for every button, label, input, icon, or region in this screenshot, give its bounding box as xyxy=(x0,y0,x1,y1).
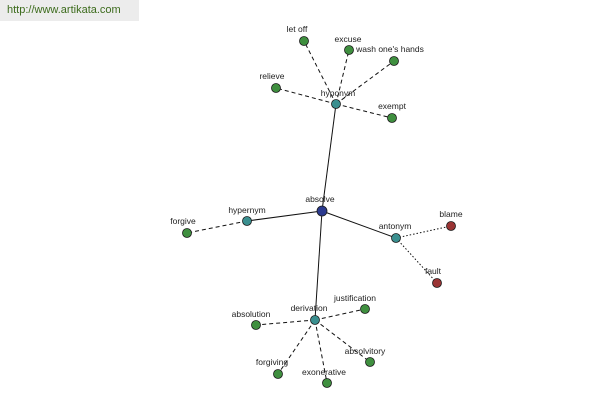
node-antonym[interactable] xyxy=(391,233,401,243)
label-fault: fault xyxy=(425,266,442,276)
node-forgive[interactable] xyxy=(182,228,192,238)
edge-antonym-blame xyxy=(395,225,452,239)
label-absolvitory: absolvitory xyxy=(345,346,386,356)
node-absolvitory[interactable] xyxy=(365,357,375,367)
node-excuse[interactable] xyxy=(344,45,354,55)
label-hyponym: hyponym xyxy=(321,88,356,98)
label-forgive: forgive xyxy=(170,216,196,226)
url-banner[interactable]: http://www.artikata.com xyxy=(0,0,139,21)
edge-derivation-absolution xyxy=(255,319,316,326)
node-blame[interactable] xyxy=(446,221,456,231)
edge-hyponym-exempt xyxy=(335,103,393,119)
edge-hyponym-excuse xyxy=(335,49,350,105)
label-forgiving: forgiving xyxy=(256,357,288,367)
edge-absolve-hyponym xyxy=(321,103,337,212)
edge-absolve-antonym xyxy=(321,210,397,239)
node-exempt[interactable] xyxy=(387,113,397,123)
label-absolution: absolution xyxy=(232,309,271,319)
edge-derivation-justification xyxy=(314,308,366,321)
node-absolution[interactable] xyxy=(251,320,261,330)
node-exonerative[interactable] xyxy=(322,378,332,388)
label-blame: blame xyxy=(439,209,462,219)
label-justification: justification xyxy=(333,293,376,303)
node-absolve[interactable] xyxy=(316,205,328,217)
edge-derivation-absolvitory xyxy=(314,319,371,363)
edge-hyponym-wash-ones-hands xyxy=(335,60,395,105)
node-let-off[interactable] xyxy=(299,36,309,46)
nodes xyxy=(182,36,456,388)
node-forgiving[interactable] xyxy=(273,369,283,379)
label-antonym: antonym xyxy=(379,221,412,231)
edge-hyponym-let-off xyxy=(303,40,337,105)
node-wash-ones-hands[interactable] xyxy=(389,56,399,66)
edge-derivation-forgiving xyxy=(277,319,316,375)
label-let-off: let off xyxy=(287,24,308,34)
edge-hypernym-forgive xyxy=(186,220,248,234)
node-hypernym[interactable] xyxy=(242,216,252,226)
edge-derivation-exonerative xyxy=(314,319,328,384)
label-exonerative: exonerative xyxy=(302,367,346,377)
label-wash-ones-hands: wash one's hands xyxy=(355,44,424,54)
edge-absolve-derivation xyxy=(314,210,323,321)
label-relieve: relieve xyxy=(259,71,284,81)
node-justification[interactable] xyxy=(360,304,370,314)
node-hyponym[interactable] xyxy=(331,99,341,109)
label-hypernym: hypernym xyxy=(228,205,265,215)
edge-absolve-hypernym xyxy=(246,210,323,222)
label-absolve: absolve xyxy=(305,194,335,204)
node-relieve[interactable] xyxy=(271,83,281,93)
url-link[interactable]: http://www.artikata.com xyxy=(7,4,121,16)
label-exempt: exempt xyxy=(378,101,407,111)
node-derivation[interactable] xyxy=(310,315,320,325)
edge-hyponym-relieve xyxy=(275,87,337,105)
node-fault[interactable] xyxy=(432,278,442,288)
label-derivation: derivation xyxy=(291,303,328,313)
edges xyxy=(186,40,452,384)
label-excuse: excuse xyxy=(335,34,362,44)
edge-antonym-fault xyxy=(395,237,438,284)
